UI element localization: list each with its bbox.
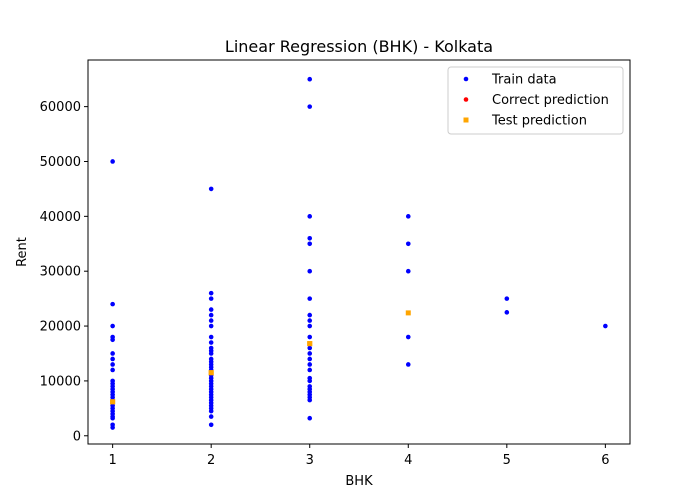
y-tick-label: 30000	[40, 265, 81, 280]
train-data-point	[307, 241, 313, 247]
train-data-point	[307, 334, 313, 340]
legend-marker-train-data	[463, 76, 469, 82]
train-data-point	[405, 334, 411, 340]
train-data-point	[307, 318, 313, 323]
legend-marker-correct-prediction	[463, 97, 469, 102]
train-data-point	[307, 362, 313, 367]
train-data-point	[208, 340, 214, 345]
train-data-point	[208, 414, 214, 419]
legend-label: Test prediction	[491, 114, 587, 129]
legend-label: Correct prediction	[492, 93, 609, 108]
test-prediction-point	[208, 370, 214, 376]
y-tick-label: 10000	[40, 374, 81, 389]
train-data-point	[307, 378, 313, 384]
test-prediction-point	[405, 310, 411, 316]
train-data-point	[208, 296, 214, 301]
train-data-point	[603, 323, 608, 329]
train-data-point	[110, 415, 115, 421]
train-data-point	[307, 235, 313, 241]
data-points	[110, 76, 608, 430]
test-prediction-point	[110, 399, 116, 405]
train-data-point	[307, 367, 313, 373]
x-axis-label: BHK	[345, 474, 373, 489]
legend-box	[447, 66, 624, 135]
train-data-point	[208, 422, 214, 428]
y-tick-label: 50000	[40, 155, 81, 170]
train-data-point	[307, 268, 313, 274]
train-data-point	[504, 310, 510, 315]
y-tick-label: 0	[73, 429, 81, 444]
train-data-point	[307, 76, 313, 82]
train-data-point	[110, 367, 115, 373]
train-data-point	[405, 241, 411, 247]
x-tick-label: 1	[108, 453, 116, 468]
train-data-point	[307, 214, 313, 219]
x-tick-label: 2	[207, 453, 215, 468]
x-tick-label: 5	[503, 453, 511, 468]
train-data-point	[405, 362, 411, 367]
x-axis: 1 2 3 4 5 6	[108, 444, 610, 468]
train-data-point	[208, 312, 214, 318]
train-data-point	[307, 351, 313, 356]
y-axis: 0 10000 20000 30000 40000 50000 60000	[40, 100, 88, 444]
train-data-point	[208, 334, 214, 340]
train-data-point	[307, 312, 313, 318]
train-data-point	[110, 323, 115, 329]
train-data-point	[307, 296, 313, 301]
train-data-point	[110, 356, 115, 362]
train-data-point	[405, 214, 411, 219]
x-tick-label: 3	[306, 453, 314, 468]
train-data-point	[208, 186, 214, 192]
legend-marker-test-prediction	[463, 117, 469, 123]
y-tick-label: 60000	[40, 100, 81, 115]
train-data-point	[110, 159, 115, 164]
train-data-point	[307, 397, 313, 403]
train-data-point	[110, 362, 115, 367]
train-data-point	[504, 296, 510, 301]
y-axis-label: Rent	[15, 237, 30, 267]
train-data-point	[208, 323, 214, 329]
x-tick-label: 4	[404, 453, 412, 468]
train-data-point	[208, 318, 214, 323]
chart-title: Linear Regression (BHK) - Kolkata	[225, 37, 493, 56]
y-tick-label: 20000	[40, 320, 81, 335]
train-data-point	[208, 307, 214, 312]
train-data-point	[110, 351, 115, 356]
train-data-point	[307, 345, 313, 351]
train-data-point	[208, 408, 214, 414]
train-data-point	[307, 415, 313, 421]
train-data-point	[307, 356, 313, 362]
legend: Train data Correct prediction Test predict…	[447, 66, 624, 135]
train-data-point	[307, 104, 313, 109]
train-data-point	[110, 301, 115, 307]
train-data-point	[208, 351, 214, 356]
y-tick-label: 40000	[40, 210, 81, 225]
train-data-point	[110, 337, 115, 343]
train-data-point	[110, 425, 115, 430]
train-data-point	[307, 323, 313, 329]
train-data-point	[208, 290, 214, 296]
train-data-point	[405, 268, 411, 274]
test-prediction-point	[307, 341, 313, 347]
legend-label: Train data	[491, 73, 557, 88]
x-tick-label: 6	[601, 453, 609, 468]
